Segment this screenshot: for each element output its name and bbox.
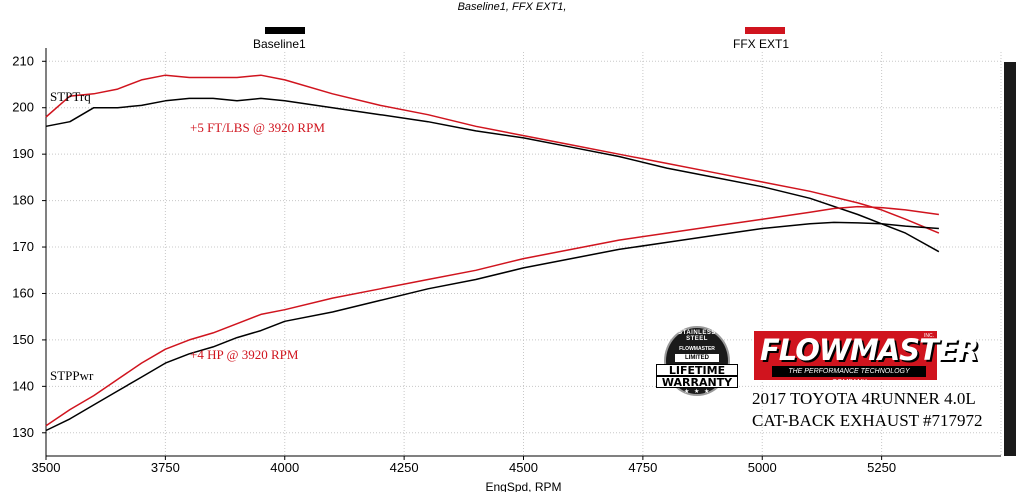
x-tick-label: 4750 bbox=[628, 460, 657, 475]
y-tick-label: 180 bbox=[12, 193, 34, 208]
y-tick-label: 140 bbox=[12, 378, 34, 393]
badge-star-icon: ★ bbox=[694, 389, 700, 395]
x-tick-label: 3500 bbox=[32, 460, 61, 475]
legend-label-ffx-ext1: FFX EXT1 bbox=[733, 37, 790, 51]
series-line-baseline1-stppwr bbox=[45, 221, 939, 432]
vehicle-info-line1: 2017 TOYOTA 4RUNNER 4.0L bbox=[752, 389, 976, 408]
y-tick-label: 160 bbox=[12, 285, 34, 300]
flowmaster-logo: FLOWMASTER INC. THE PERFORMANCE TECHNOLO… bbox=[754, 331, 979, 386]
badge-star-icon: ★ bbox=[684, 389, 690, 395]
badge-line2: WARRANTY bbox=[656, 376, 738, 388]
y-tick-label: 190 bbox=[12, 146, 34, 161]
y-tick-label: 130 bbox=[12, 425, 34, 440]
logo-tagline: THE PERFORMANCE TECHNOLOGY COMPANY bbox=[772, 366, 926, 386]
x-tick-label: 4250 bbox=[390, 460, 419, 475]
series-label-power: STPPwr bbox=[50, 368, 94, 383]
y-tick-label: 210 bbox=[12, 53, 34, 68]
series-line-ffx-ext1-stptrq bbox=[45, 74, 940, 234]
y-tick-label: 150 bbox=[12, 332, 34, 347]
right-border-bar bbox=[1004, 62, 1016, 456]
badge-line1: LIFETIME bbox=[656, 364, 738, 376]
vehicle-info-line2: CAT-BACK EXHAUST #717972 bbox=[752, 411, 983, 430]
legend-swatch-ffx-ext1 bbox=[745, 27, 785, 34]
power-gain-annotation: +4 HP @ 3920 RPM bbox=[190, 347, 299, 362]
x-tick-label: 5000 bbox=[748, 460, 777, 475]
y-tick-label: 200 bbox=[12, 100, 34, 115]
chart-title: Baseline1, FFX EXT1, bbox=[457, 1, 567, 13]
logo-wordmark: FLOWMASTER bbox=[760, 333, 979, 367]
x-tick-label: 3750 bbox=[151, 460, 180, 475]
series-line-ffx-ext1-stppwr bbox=[45, 205, 940, 427]
legend-label-baseline1: Baseline1 bbox=[253, 37, 306, 51]
series-line-baseline1-stptrq bbox=[45, 97, 940, 253]
badge-star-icon: ★ bbox=[704, 389, 710, 395]
series-label-torque: STPTrq bbox=[50, 89, 91, 104]
torque-gain-annotation: +5 FT/LBS @ 3920 RPM bbox=[190, 120, 325, 135]
badge-limited-text: LIMITED bbox=[675, 354, 719, 362]
badge-arc-text: STAINLESS STEEL bbox=[678, 330, 716, 342]
x-tick-label: 4500 bbox=[509, 460, 538, 475]
x-tick-label: 5250 bbox=[867, 460, 896, 475]
legend-swatch-baseline1 bbox=[265, 27, 305, 34]
x-tick-label: 4000 bbox=[270, 460, 299, 475]
badge-brand-text: FLOWMASTER bbox=[679, 346, 715, 352]
x-axis-label: EngSpd, RPM bbox=[485, 480, 561, 492]
y-tick-label: 170 bbox=[12, 239, 34, 254]
logo-inc: INC. bbox=[924, 333, 934, 339]
lifetime-warranty-badge: STAINLESS STEEL FLOWMASTER LIMITED LIFET… bbox=[656, 326, 738, 400]
